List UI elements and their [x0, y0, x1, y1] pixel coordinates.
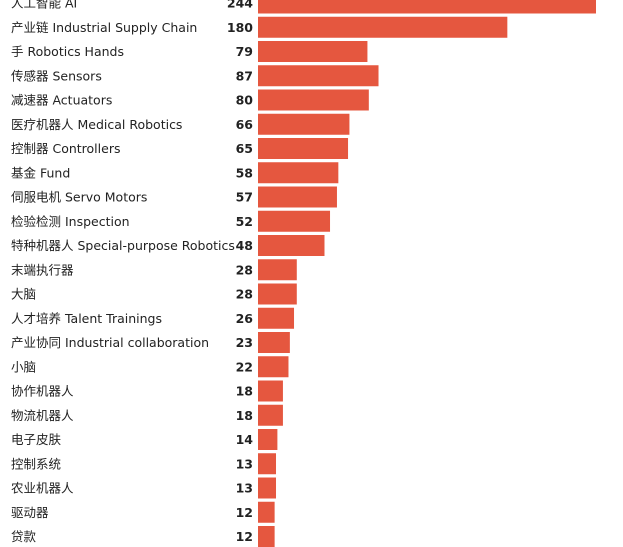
bar [258, 477, 277, 499]
value-label: 18 [236, 384, 253, 399]
bar [258, 501, 275, 523]
value-label: 22 [236, 359, 253, 374]
value-label: 58 [236, 165, 253, 180]
value-label: 23 [236, 335, 253, 350]
bar [258, 186, 337, 208]
value-label: 14 [236, 432, 254, 447]
bar [258, 89, 369, 111]
value-label: 13 [236, 481, 253, 496]
category-label: 特种机器人 Special-purpose Robotics [11, 238, 235, 253]
value-label: 66 [236, 117, 254, 132]
value-labels: 244 180 79 87 80 66 65 58 57 52 48 28 28 26 23 22 18 18 14… [227, 0, 253, 544]
bar [258, 16, 508, 38]
category-label: 末端执行器 [11, 262, 74, 277]
category-label: 贷款 [11, 529, 37, 544]
category-labels: 人工智能 AI 产业链 Industrial Supply Chain 手 Robo… [11, 0, 235, 544]
bar [258, 429, 278, 450]
category-label: 基金 Fund [11, 165, 70, 180]
category-label: 人才培养 Talent Trainings [11, 311, 162, 326]
bar [258, 0, 596, 14]
value-label: 12 [236, 529, 253, 544]
bar [258, 332, 290, 353]
bar [258, 235, 325, 256]
value-label: 52 [236, 214, 253, 229]
value-label: 87 [236, 68, 253, 83]
category-label: 驱动器 [11, 505, 49, 520]
category-label: 农业机器人 [11, 481, 74, 496]
category-label: 产业协同 Industrial collaboration [11, 335, 209, 350]
category-label: 医疗机器人 Medical Robotics [11, 117, 182, 132]
value-label: 57 [236, 190, 253, 205]
bar [258, 65, 379, 87]
bars-group [258, 0, 596, 547]
category-label: 伺服电机 Servo Motors [11, 190, 147, 205]
value-label: 28 [236, 287, 253, 302]
category-label: 减速器 Actuators [11, 93, 112, 108]
value-label: 18 [236, 408, 253, 423]
bar [258, 162, 339, 184]
category-label: 控制系统 [11, 456, 61, 471]
bar [258, 307, 295, 329]
value-label: 244 [227, 0, 253, 11]
category-label: 产业链 Industrial Supply Chain [11, 20, 197, 35]
category-label: 小脑 [11, 359, 36, 374]
value-label: 28 [236, 262, 253, 277]
bar [258, 404, 283, 426]
bar [258, 380, 283, 402]
value-label: 26 [236, 311, 254, 326]
value-label: 79 [236, 44, 253, 59]
bar [258, 356, 289, 378]
category-label: 大脑 [11, 287, 36, 302]
category-label: 物流机器人 [11, 408, 74, 423]
bar [258, 41, 368, 62]
bar [258, 138, 349, 159]
value-label: 13 [236, 456, 253, 471]
value-label: 48 [236, 238, 253, 253]
bar [258, 210, 331, 232]
category-label: 协作机器人 [11, 384, 74, 399]
category-label: 检验检测 Inspection [11, 214, 130, 229]
value-label: 12 [236, 505, 253, 520]
bar [258, 453, 277, 475]
value-label: 180 [227, 20, 253, 35]
bar [258, 259, 297, 281]
category-label: 人工智能 AI [11, 0, 77, 11]
category-label: 传感器 Sensors [11, 68, 102, 83]
value-label: 80 [236, 93, 254, 108]
category-label: 控制器 Controllers [11, 141, 120, 156]
category-label: 手 Robotics Hands [11, 44, 124, 59]
category-label: 电子皮肤 [11, 432, 62, 447]
bar [258, 526, 275, 547]
bar [258, 113, 350, 135]
bar [258, 283, 297, 305]
value-label: 65 [236, 141, 253, 156]
